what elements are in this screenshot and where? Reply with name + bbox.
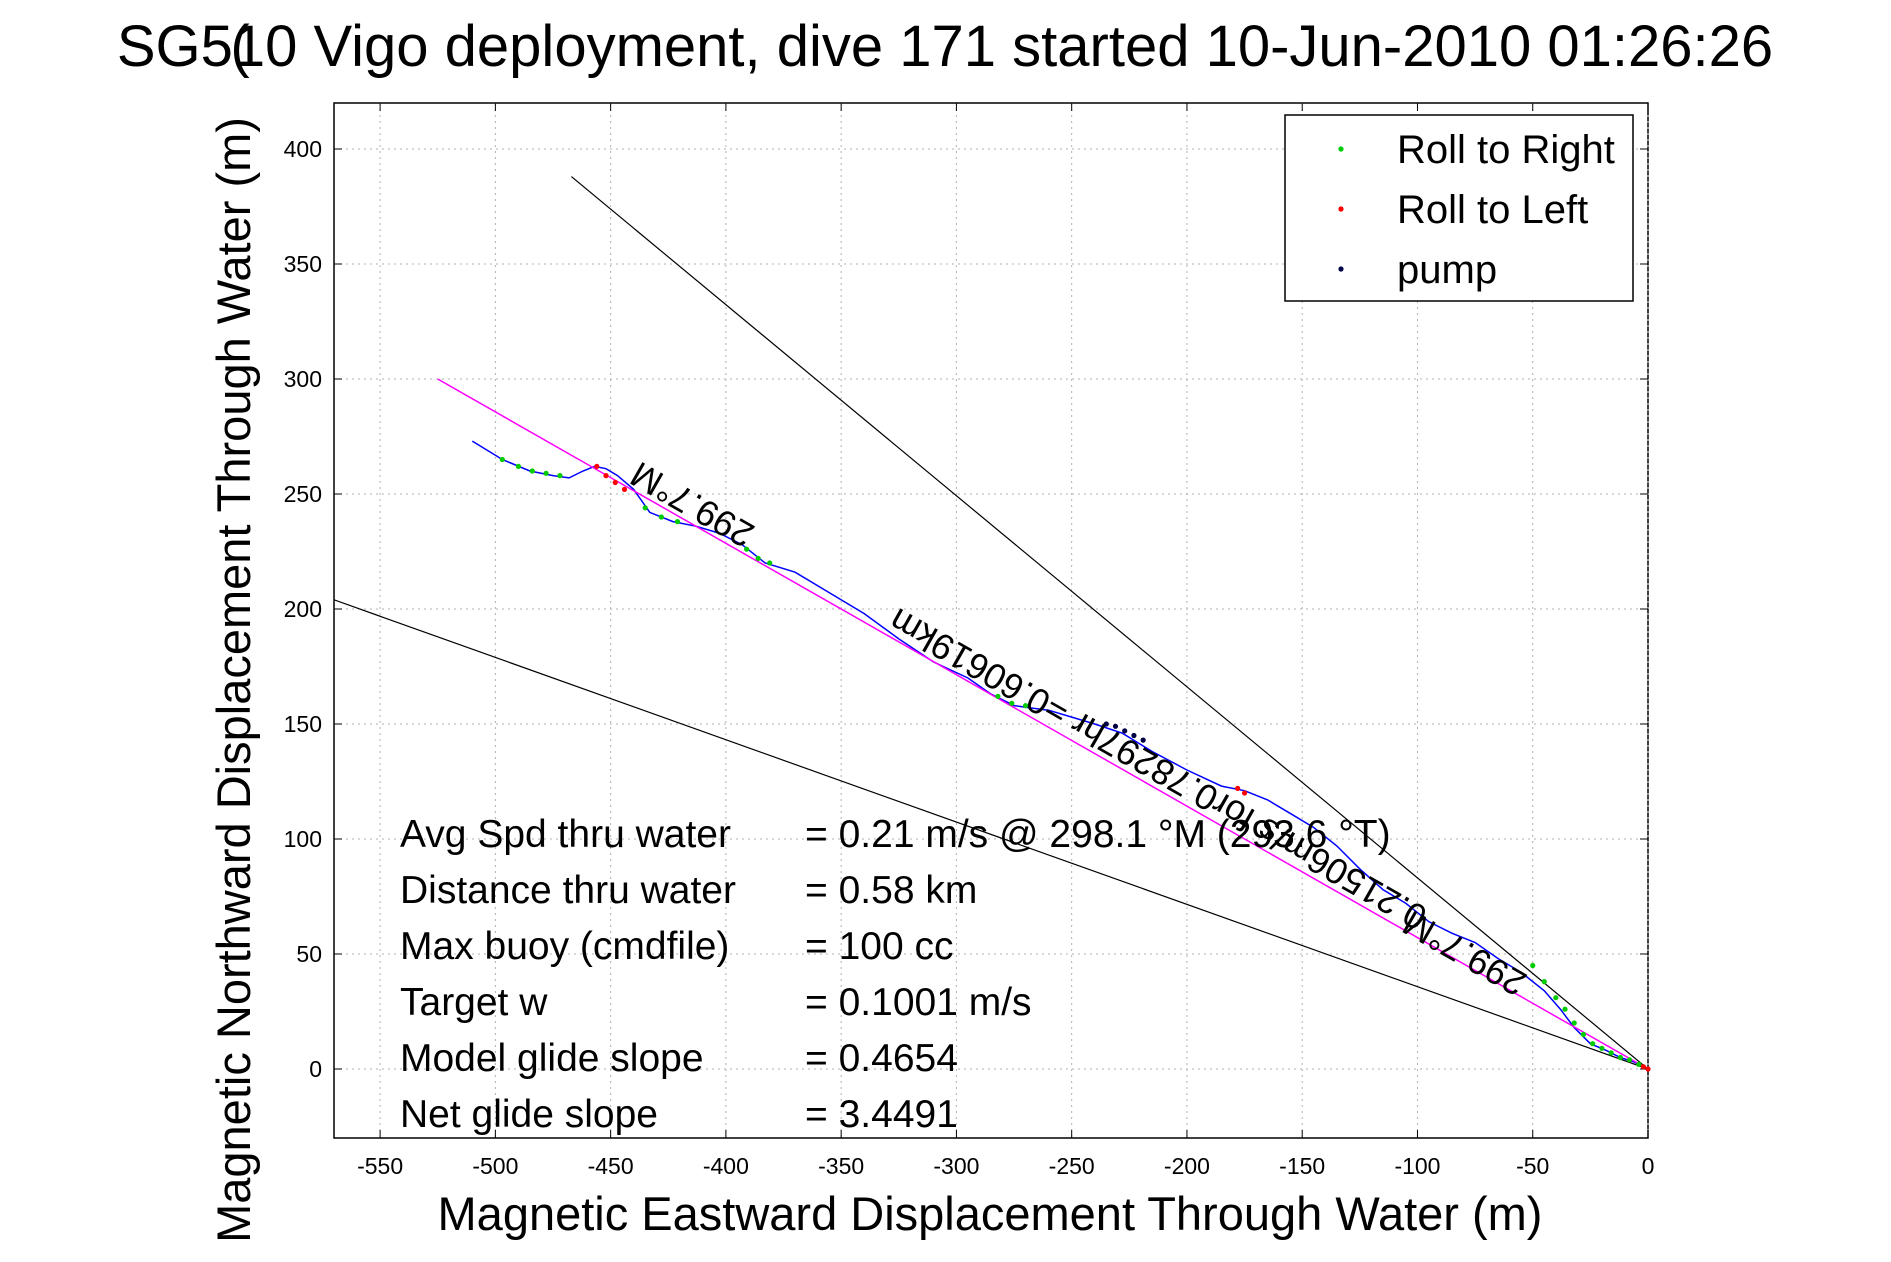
roll-right-marker (557, 473, 563, 479)
roll-right-marker (674, 519, 681, 525)
roll-right-marker (1580, 1031, 1587, 1038)
roll-right-marker (658, 514, 664, 520)
roll-right-marker (1571, 1020, 1577, 1026)
pump-marker (1112, 723, 1119, 729)
x-tick-label: -100 (1394, 1153, 1440, 1179)
stat-label: Target w (400, 981, 548, 1024)
roll-right-marker (1599, 1045, 1605, 1051)
roll-right-marker (995, 693, 1001, 700)
roll-right-marker (1009, 700, 1015, 706)
roll-right-marker (499, 456, 505, 463)
roll-right-marker (1608, 1050, 1614, 1056)
roll-right-marker (744, 546, 750, 552)
legend-marker (1338, 266, 1344, 272)
stat-value: = 0.1001 m/s (805, 981, 1032, 1024)
roll-right-marker (1617, 1054, 1623, 1061)
stat-value: = 0.58 km (805, 869, 977, 912)
x-tick-label: -450 (588, 1153, 634, 1179)
y-axis-label: Magnetic Northward Displacement Through … (207, 117, 260, 1243)
y-tick-label: 0 (309, 1056, 322, 1082)
roll-right-marker (515, 463, 522, 469)
legend-label: pump (1397, 248, 1497, 292)
y-tick-label: 250 (284, 481, 322, 507)
roll-left-marker (1235, 785, 1241, 792)
roll-right-marker (1626, 1057, 1633, 1063)
roll-right-marker (543, 470, 549, 476)
y-tick-label: 350 (284, 251, 322, 277)
roll-left-marker (603, 473, 609, 479)
stat-value: = 100 cc (805, 925, 954, 968)
stat-value: = 0.4654 (805, 1037, 958, 1080)
legend-label: Roll to Right (1397, 128, 1615, 172)
stat-label: Model glide slope (400, 1037, 704, 1080)
roll-right-marker (1553, 995, 1559, 1001)
title-overlay-glyph: ( (230, 14, 249, 79)
pump-marker (1140, 737, 1146, 743)
roll-right-marker (1562, 1006, 1568, 1012)
roll-left-marker (1645, 1066, 1651, 1072)
stat-label: Max buoy (cmdfile) (400, 925, 729, 968)
roll-right-marker (1590, 1041, 1596, 1047)
guide-line (334, 599, 1648, 1070)
pump-marker (1103, 721, 1109, 727)
x-tick-label: -150 (1279, 1153, 1325, 1179)
x-tick-label: -50 (1516, 1153, 1549, 1179)
chart-title: SG510 Vigo deployment, dive 171 started … (117, 14, 1773, 79)
pump-marker (1131, 732, 1137, 739)
roll-right-marker (755, 555, 761, 562)
x-tick-label: -500 (472, 1153, 518, 1179)
x-tick-label: -400 (703, 1153, 749, 1179)
legend-label: Roll to Left (1397, 188, 1588, 232)
stat-label: Net glide slope (400, 1093, 658, 1136)
x-axis-label: Magnetic Eastward Displacement Through W… (438, 1187, 1543, 1240)
glider-track-line (471, 440, 1648, 1070)
roll-right-marker (1541, 979, 1547, 985)
x-tick-label: -550 (357, 1153, 403, 1179)
stat-label: Avg Spd thru water (400, 813, 731, 856)
legend-marker (1338, 206, 1344, 212)
y-tick-label: 200 (284, 596, 322, 622)
y-tick-label: 100 (284, 826, 322, 852)
roll-left-marker (612, 479, 618, 486)
y-tick-label: 400 (284, 136, 322, 162)
roll-right-marker (1022, 703, 1029, 709)
chart-legend: Roll to Right Roll to Left pump (1284, 114, 1634, 302)
x-tick-label: -350 (818, 1153, 864, 1179)
pump-marker (1122, 728, 1128, 734)
x-tick-label: -300 (933, 1153, 979, 1179)
stat-value: = 3.4491 (805, 1093, 958, 1136)
roll-left-marker (594, 463, 600, 469)
stat-value: = 0.21 m/s @ 298.1 °M (293.6 °T) (805, 813, 1391, 856)
roll-left-marker (621, 486, 628, 492)
x-tick-label: 0 (1642, 1153, 1655, 1179)
roll-right-marker (529, 468, 535, 474)
x-tick-label: -200 (1164, 1153, 1210, 1179)
dive-stats: Avg Spd thru water = 0.21 m/s @ 298.1 °M … (400, 813, 1391, 1136)
guide-line (571, 176, 1648, 1070)
roll-right-marker (1530, 962, 1536, 969)
legend-marker (1338, 146, 1344, 152)
y-tick-label: 300 (284, 366, 322, 392)
roll-right-marker (642, 505, 648, 511)
y-tick-label: 50 (296, 941, 322, 967)
y-tick-label: 150 (284, 711, 322, 737)
roll-right-marker (767, 560, 773, 566)
roll-left-marker (1640, 1064, 1646, 1070)
heading-line (437, 378, 1648, 1070)
roll-right-marker (1636, 1061, 1642, 1067)
x-tick-label: -250 (1049, 1153, 1095, 1179)
roll-left-marker (1241, 790, 1248, 796)
stat-label: Distance thru water (400, 869, 736, 912)
